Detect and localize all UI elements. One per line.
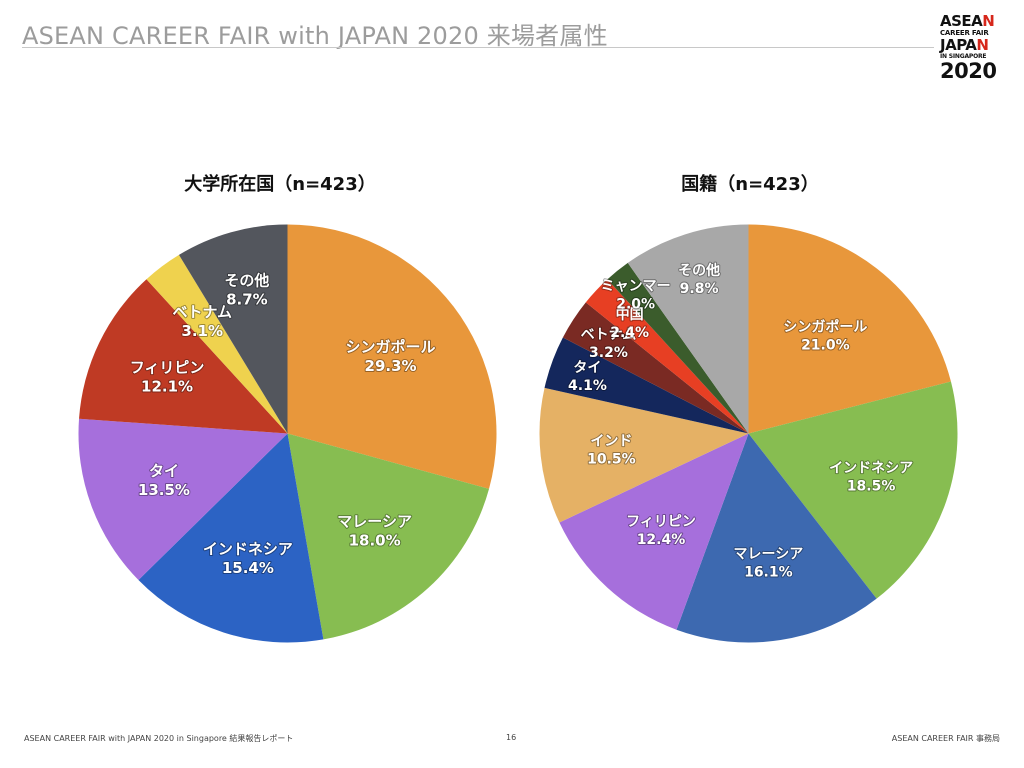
slice-name: マレーシア (734, 547, 804, 563)
title-divider (22, 47, 934, 48)
slice-name: ベトナム (172, 303, 232, 321)
logo-line1-red: N (982, 12, 995, 30)
pie-slice (585, 279, 749, 434)
slice-label: マレーシア 18.0% (337, 512, 412, 549)
slice-percent: 21.0% (801, 337, 850, 353)
slice-label: インドネシア 18.5% (829, 460, 913, 494)
pie-slice (562, 302, 749, 434)
slice-label: フィリピン 12.4% (626, 514, 696, 548)
slice-percent: 9.8% (680, 281, 719, 297)
pie-chart-university-country: シンガポール 29.3% マレーシア 18.0% インドネシア 15.4% タイ 13.5% フ… (78, 224, 497, 643)
slice-label: マレーシア 16.1% (734, 547, 804, 581)
slice-name: タイ (149, 462, 179, 480)
slice-percent: 18.5% (847, 478, 896, 494)
logo-line3-red: N (976, 36, 989, 54)
pie-slice (607, 262, 749, 434)
pie-slice (676, 433, 877, 643)
logo-line3: JAPA (940, 36, 977, 54)
slice-percent: 29.3% (365, 357, 417, 375)
slice-name: インド (590, 434, 632, 450)
slice-percent: 15.4% (222, 559, 274, 577)
slice-label: その他 8.7% (224, 272, 269, 309)
slice-name: フィリピン (130, 358, 205, 376)
slice-name: その他 (224, 272, 269, 290)
pie-slice (146, 254, 288, 434)
logo-line4: IN SINGAPORE (940, 53, 987, 60)
logo-line5: 2020 (940, 59, 997, 83)
slice-name: フィリピン (626, 514, 696, 530)
slice-percent: 3.1% (181, 322, 223, 340)
slice-name: ミャンマー (601, 279, 671, 295)
slice-label: インドネシア 15.4% (203, 540, 293, 577)
slice-label: シンガポール 29.3% (346, 338, 436, 375)
slice-name: シンガポール (783, 318, 867, 335)
footer-organizer: ASEAN CAREER FAIR 事務局 (891, 734, 1000, 743)
footer-page-number: 16 (506, 733, 517, 742)
slide-title: ASEAN CAREER FAIR with JAPAN 2020 来場者属性 (22, 22, 608, 50)
slice-label: その他 9.8% (678, 262, 720, 297)
pie-slice (287, 224, 497, 489)
slice-percent: 4.1% (568, 378, 607, 394)
pie-slice (138, 433, 324, 643)
pie-slice (178, 224, 288, 434)
slice-percent: 12.1% (141, 377, 193, 395)
slice-name: その他 (678, 262, 720, 279)
slice-percent: 2.0% (616, 297, 655, 313)
slice-percent: 3.2% (589, 345, 628, 361)
chart-title-university-country: 大学所在国（n=423） (184, 174, 376, 195)
pie-slice (559, 433, 749, 630)
pie-slice (539, 387, 749, 523)
pie-slice (78, 418, 288, 581)
slice-percent: 13.5% (138, 481, 190, 499)
slice-percent: 8.7% (226, 291, 268, 309)
pie-slice (748, 224, 951, 434)
slice-percent: 2.4% (610, 325, 649, 341)
event-logo: ASEAN CAREER FAIR JAPAN IN SINGAPORE 202… (940, 14, 1002, 84)
pie-slice (79, 279, 288, 434)
slice-label: ミャンマー 2.0% (601, 279, 671, 313)
slice-label: 中国 2.4% (610, 306, 649, 341)
slice-percent: 10.5% (587, 452, 636, 468)
slice-name: インドネシア (829, 460, 913, 476)
pie-chart-nationality: シンガポール 21.0% インドネシア 18.5% マレーシア 16.1% フィリピン 12.… (539, 224, 958, 643)
logo-line1: ASEA (940, 12, 983, 30)
slice-name: ベトナム (581, 327, 637, 343)
slice-name: インドネシア (203, 540, 293, 558)
slice-label: タイ 13.5% (138, 462, 190, 499)
slice-label: タイ 4.1% (568, 360, 607, 394)
slice-label: シンガポール 21.0% (783, 318, 867, 353)
slice-label: ベトナム 3.1% (172, 303, 232, 340)
chart-title-nationality: 国籍（n=423） (681, 174, 819, 195)
pie-slice (627, 224, 749, 434)
slice-label: ベトナム 3.2% (581, 327, 637, 361)
slice-name: 中国 (616, 306, 644, 323)
logo-line2: CAREER FAIR (940, 29, 989, 37)
slice-percent: 12.4% (637, 532, 686, 548)
slice-label: インド 10.5% (587, 434, 636, 468)
slice-name: マレーシア (337, 512, 412, 530)
slice-percent: 18.0% (349, 531, 401, 549)
slice-percent: 16.1% (744, 565, 793, 581)
pie-slice (287, 433, 490, 640)
pie-slice (544, 337, 749, 434)
slice-label: フィリピン 12.1% (130, 358, 205, 395)
slice-name: シンガポール (346, 338, 436, 356)
pie-slice (748, 381, 958, 599)
footer-report-name: ASEAN CAREER FAIR with JAPAN 2020 in Sin… (24, 734, 294, 743)
slice-name: タイ (573, 360, 601, 376)
